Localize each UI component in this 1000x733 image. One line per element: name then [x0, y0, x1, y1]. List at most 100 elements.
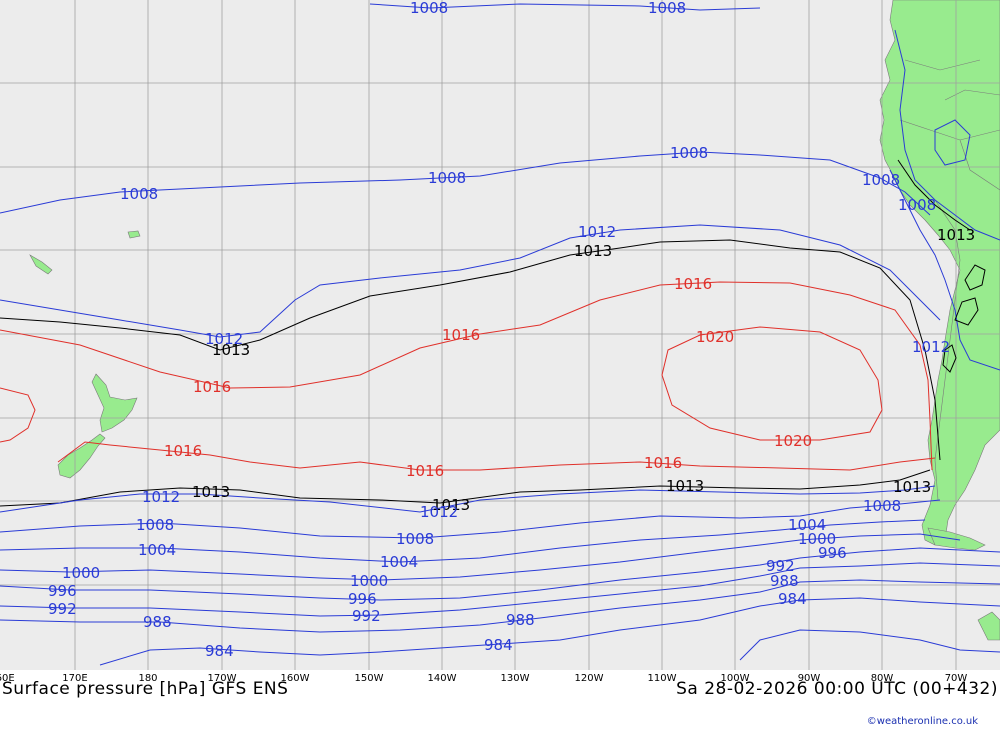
isobar-label: 988 — [770, 572, 799, 590]
isobar-label: 984 — [484, 636, 513, 654]
isobar-label: 992 — [48, 600, 77, 618]
isobar-inland-1008 — [894, 29, 1000, 241]
isobar-label: 1008 — [862, 171, 900, 189]
lon-label: 120W — [574, 673, 604, 684]
isobar-992 — [0, 562, 1000, 617]
isobar-label: 996 — [818, 544, 847, 562]
isobar-inland-1012 — [889, 169, 1000, 371]
isobar-inland-1013 — [897, 159, 971, 231]
lon-label: 150W — [354, 673, 384, 684]
isobar-1013-south — [0, 469, 931, 507]
map-title: Surface pressure [hPa] GFS ENS — [2, 679, 289, 699]
fiji-islands — [29, 230, 141, 275]
isobar-1016-south — [57, 441, 936, 471]
isobar-label: 1020 — [696, 328, 734, 346]
isobar-label: 1012 — [420, 503, 458, 521]
isobar-1000 — [0, 533, 961, 581]
isobar-labels: 1008 1008 1008 1008 1008 1008 1008 1012 … — [48, 0, 975, 660]
isobar-label: 1013 — [212, 341, 250, 359]
lon-label: 130W — [500, 673, 530, 684]
isobar-label: 1012 — [578, 223, 616, 241]
isobar-label: 1000 — [62, 564, 100, 582]
country-borders — [899, 59, 1000, 501]
isobar-label: 1012 — [142, 488, 180, 506]
isobar-label: 1008 — [120, 185, 158, 203]
ocean-background — [0, 0, 1000, 670]
falklands-land — [977, 611, 1000, 641]
lon-label: 160W — [280, 673, 310, 684]
isobar-label: 1016 — [164, 442, 202, 460]
isobar-label: 1008 — [410, 0, 448, 17]
isobar-label: 1013 — [893, 478, 931, 496]
isobar-984-low — [739, 629, 1000, 661]
lon-label: 160E — [0, 673, 15, 684]
isobar-label: 1008 — [898, 196, 936, 214]
isobar-label: 996 — [348, 590, 377, 608]
isobar-label: 1016 — [674, 275, 712, 293]
isobar-1012-south — [0, 485, 936, 513]
isobar-inland-oval2 — [942, 344, 957, 373]
valid-time: Sa 28-02-2026 00:00 UTC (00+432) — [676, 679, 998, 699]
new-zealand-south-island — [57, 433, 106, 479]
isobar-label: 1012 — [912, 338, 950, 356]
pressure-map: 1008 1008 1008 1008 1008 1008 1008 1012 … — [0, 0, 1000, 670]
isobar-label: 992 — [352, 607, 381, 625]
lon-label: 90W — [797, 673, 821, 684]
lon-label: 180 — [138, 673, 158, 684]
lon-label: 170W — [207, 673, 237, 684]
isobar-label: 1004 — [138, 541, 176, 559]
isobar-1008-north — [0, 151, 931, 216]
lon-label: 170E — [62, 673, 88, 684]
isobar-label: 1020 — [774, 432, 812, 450]
isobar-1013-north — [0, 239, 941, 461]
isobar-1016-north — [0, 281, 933, 471]
isobar-label: 1016 — [193, 378, 231, 396]
isobar-label: 1000 — [798, 530, 836, 548]
isobar-1004 — [0, 519, 926, 563]
isobar-label: 1016 — [406, 462, 444, 480]
grid-lines — [0, 0, 1000, 670]
footer-bar — [0, 670, 1000, 733]
lon-label: 80W — [870, 673, 894, 684]
lon-label: 70W — [944, 673, 968, 684]
isobar-1020-high — [661, 326, 883, 441]
isobar-label: 1004 — [788, 516, 826, 534]
isobar-1008-south — [0, 499, 941, 539]
isobar-1016-nz — [0, 387, 36, 443]
isobar-label: 984 — [205, 642, 234, 660]
isobar-label: 1016 — [644, 454, 682, 472]
isobar-1012-north — [0, 224, 941, 338]
isobar-996 — [0, 547, 1000, 601]
isobar-label: 1000 — [350, 572, 388, 590]
isobar-inland-oval1 — [954, 297, 979, 326]
isobar-inland-loop — [934, 119, 971, 166]
new-zealand-north-island — [91, 373, 138, 433]
isobar-label: 1008 — [648, 0, 686, 17]
lon-label: 110W — [647, 673, 677, 684]
isobar-label: 1013 — [574, 242, 612, 260]
isobar-label: 1013 — [666, 477, 704, 495]
isobar-1008-top — [369, 3, 761, 11]
isobar-label: 1012 — [205, 330, 243, 348]
isobar-label: 988 — [143, 613, 172, 631]
isobar-label: 984 — [778, 590, 807, 608]
lon-label: 140W — [427, 673, 457, 684]
isobar-label: 988 — [506, 611, 535, 629]
isobar-label: 1013 — [192, 483, 230, 501]
isobar-label: 1013 — [937, 226, 975, 244]
isobar-label: 1008 — [670, 144, 708, 162]
isobar-label: 1013 — [432, 496, 470, 514]
isobar-label: 1008 — [136, 516, 174, 534]
isobar-984 — [99, 597, 1000, 666]
isobar-label: 1004 — [380, 553, 418, 571]
isobars — [0, 3, 1000, 666]
lon-label: 100W — [720, 673, 750, 684]
isobar-label: 1008 — [863, 497, 901, 515]
credit-link[interactable]: ©weatheronline.co.uk — [866, 716, 978, 727]
isobar-inland-oval3 — [964, 264, 986, 291]
isobar-label: 992 — [766, 557, 795, 575]
isobar-label: 1016 — [442, 326, 480, 344]
isobar-label: 1008 — [428, 169, 466, 187]
isobar-label: 996 — [48, 582, 77, 600]
isobar-988 — [0, 579, 1000, 633]
